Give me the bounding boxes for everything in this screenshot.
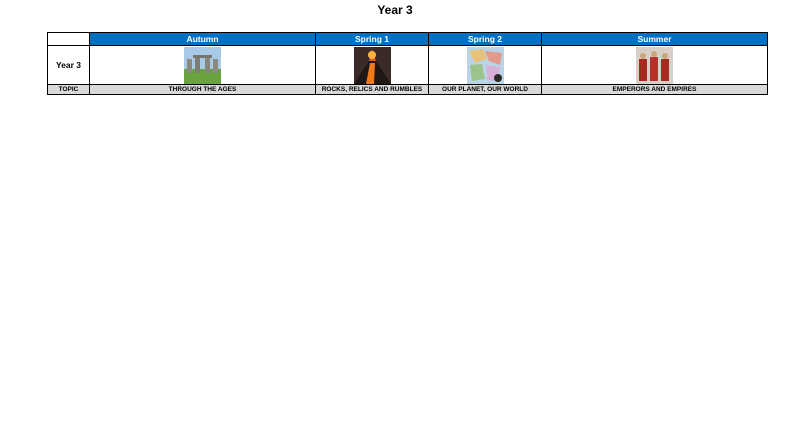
topic-cell: OUR PLANET, OUR WORLD <box>428 84 542 95</box>
topic-label: TOPIC <box>47 84 90 95</box>
column-header: Spring 2 <box>428 32 542 46</box>
column-header: Summer <box>541 32 768 46</box>
page-title: Year 3 <box>377 3 413 17</box>
image-cell <box>89 45 316 85</box>
column-header: Spring 1 <box>315 32 429 46</box>
topic-cell: ROCKS, RELICS AND RUMBLES <box>315 84 429 95</box>
image-cell <box>315 45 429 85</box>
romans-image <box>636 46 673 84</box>
column-header: Autumn <box>89 32 316 46</box>
volcano-image <box>353 46 391 84</box>
stonehenge-image <box>184 46 221 84</box>
image-cell <box>541 45 768 85</box>
topic-cell: THROUGH THE AGES <box>89 84 316 95</box>
map-image <box>466 46 504 84</box>
topic-table: Autumn Spring 1 Spring 2 Summer Year 3 <box>47 32 768 95</box>
image-cell <box>428 45 542 85</box>
corner-cell <box>47 32 90 46</box>
topic-cell: EMPERORS AND EMPIRES <box>541 84 768 95</box>
row-label: Year 3 <box>47 45 90 85</box>
